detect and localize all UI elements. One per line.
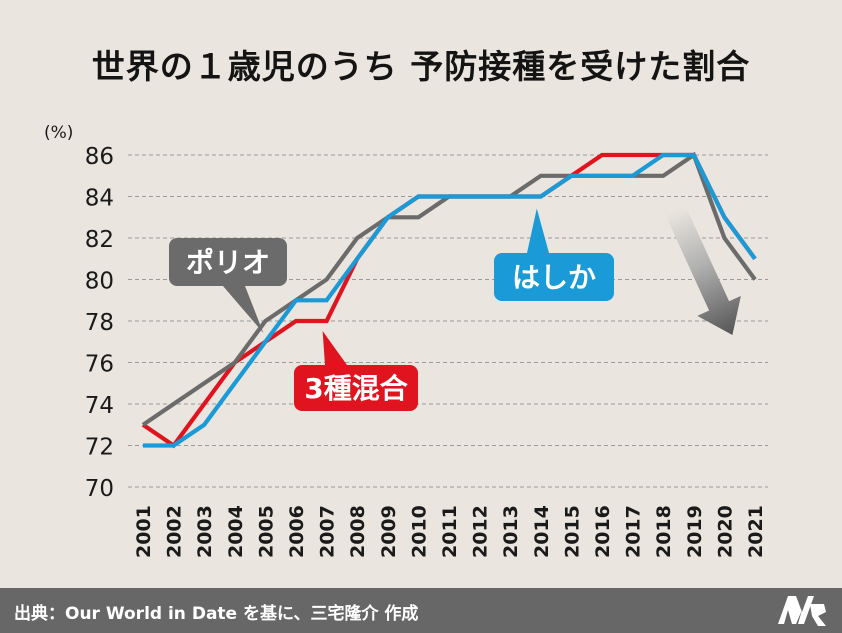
y-tick-label-74: 74 (85, 393, 114, 419)
y-tick-label-82: 82 (85, 227, 114, 253)
x-tick-label-2021: 2021 (745, 505, 767, 558)
callout-box-1 (294, 365, 418, 411)
x-tick-label-2011: 2011 (439, 505, 461, 558)
x-tick-label-2014: 2014 (531, 505, 553, 558)
x-tick-label-2007: 2007 (317, 505, 339, 558)
callout-box-2 (494, 253, 614, 301)
callout-pointer-2 (527, 208, 549, 253)
chart-plot-area: 70 72 74 76 78 80 82 84 86 (%) 2001 2002 2003 2004 200… (44, 123, 768, 558)
x-tick-label-2004: 2004 (225, 505, 247, 558)
y-tick-label-76: 76 (85, 352, 114, 378)
x-tick-label-2020: 2020 (714, 505, 736, 558)
y-tick-label-80: 80 (85, 269, 114, 295)
callout-box-0 (169, 238, 287, 286)
x-tick-label-2016: 2016 (592, 505, 614, 558)
y-axis-label: (%) (44, 123, 73, 143)
x-tick-label-2006: 2006 (286, 505, 308, 558)
x-tick-label-2008: 2008 (347, 505, 369, 558)
x-tick-label-2018: 2018 (653, 505, 675, 558)
y-tick-label-70: 70 (85, 476, 114, 502)
series-label-0: ポリオ (186, 246, 270, 279)
x-tick-label-2001: 2001 (133, 505, 155, 558)
x-tick-label-2019: 2019 (684, 505, 706, 558)
y-tick-label-84: 84 (85, 186, 114, 212)
source-credit: 出典：Our World in Date を基に、三宅隆介 作成 (14, 604, 419, 624)
x-tick-label-2009: 2009 (378, 505, 400, 558)
callout-pointer-1 (322, 331, 347, 365)
y-tick-label-86: 86 (85, 144, 114, 170)
x-tick-label-2015: 2015 (561, 505, 583, 558)
x-tick-label-2005: 2005 (255, 505, 277, 558)
callout-pointer-0 (223, 286, 264, 333)
MR-logo-icon (778, 596, 826, 626)
series-label-2: はしか (512, 261, 596, 294)
x-tick-label-2017: 2017 (623, 505, 645, 558)
y-tick-label-78: 78 (85, 310, 114, 336)
x-tick-label-2003: 2003 (194, 505, 216, 558)
series-label-1: 3種混合 (304, 372, 408, 405)
down-trend-arrow-icon (665, 205, 741, 335)
x-tick-label-2010: 2010 (408, 505, 430, 558)
series-line-2 (143, 152, 757, 448)
x-tick-label-2013: 2013 (500, 505, 522, 558)
y-tick-label-72: 72 (85, 435, 114, 461)
x-tick-label-2002: 2002 (164, 505, 186, 558)
footer-bar: 出典：Our World in Date を基に、三宅隆介 作成 (0, 588, 842, 633)
x-tick-label-2012: 2012 (470, 505, 492, 558)
chart-title: 世界の１歳児のうち 予防接種を受けた割合 (91, 47, 751, 86)
